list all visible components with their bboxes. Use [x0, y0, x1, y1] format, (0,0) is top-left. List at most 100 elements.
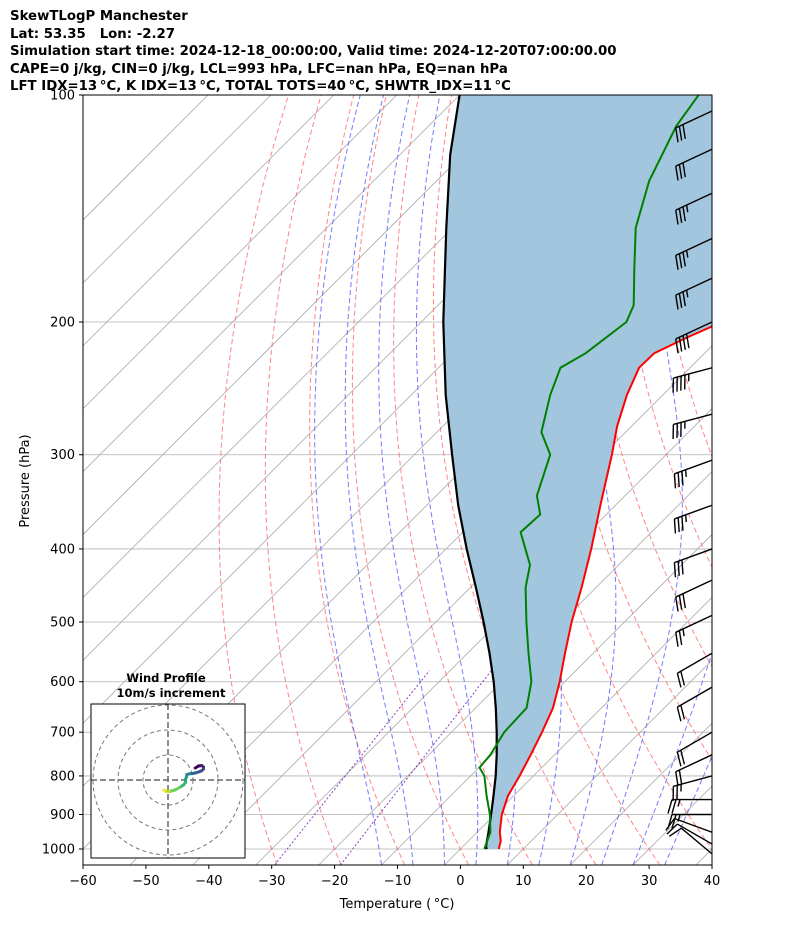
wind-barb-flag	[682, 162, 686, 178]
isotherm-line	[318, 471, 712, 865]
wind-barb-flag	[678, 253, 683, 269]
wind-barb	[667, 798, 712, 814]
wind-barb-flag	[675, 771, 679, 787]
wind-barb	[675, 277, 712, 310]
wind-barb-flag	[675, 210, 679, 225]
wind-barb-flag	[682, 251, 686, 267]
wind-barb-staff	[677, 823, 712, 845]
dry-adiabat-line	[646, 95, 712, 458]
wind-barb-flag	[677, 561, 680, 576]
wind-barb-flag	[682, 124, 686, 139]
wind-barb-staff	[677, 652, 712, 674]
dry-adiabat-line	[777, 95, 794, 865]
wind-barb	[676, 731, 712, 767]
moist-adiabat-line	[664, 755, 712, 865]
temperature-profile-line	[497, 325, 712, 850]
wind-barb-flag	[675, 338, 679, 354]
wind-barb-flag	[673, 562, 677, 578]
wind-barb-flag	[676, 673, 682, 688]
dry-adiabat-line	[745, 95, 794, 865]
wind-barb-half-flag	[682, 628, 685, 637]
x-tick-label: −60	[69, 874, 96, 889]
figure-title: SkewTLogP Manchester	[10, 9, 188, 24]
isotherm-line	[507, 659, 712, 865]
isotherm-line	[444, 596, 712, 865]
wind-barb-flag	[675, 165, 679, 181]
y-axis-label: Pressure (hPa)	[18, 434, 33, 527]
wind-barb	[675, 110, 712, 143]
y-tick-label: 1000	[42, 843, 75, 858]
wind-barb-staff	[675, 237, 712, 257]
wind-barb	[675, 614, 712, 647]
wind-barb-flag	[678, 164, 683, 179]
wind-barb-staff	[677, 731, 712, 753]
isotherm-line	[569, 722, 712, 865]
figure-header: SkewTLogP Manchester Lat: 53.35 Lon: -2.…	[10, 8, 617, 96]
wind-barb-flag	[681, 471, 684, 486]
wind-barb	[673, 504, 712, 534]
moist-adiabat-line	[314, 95, 382, 865]
y-tick-label: 100	[50, 89, 75, 104]
wind-barb-flag	[678, 337, 683, 352]
wind-barb-flag	[671, 814, 677, 829]
wind-barb	[673, 459, 712, 489]
moist-adiabat-line	[415, 95, 479, 865]
wind-barb-flag	[678, 126, 683, 141]
wind-barb-staff	[675, 614, 712, 633]
x-tick-label: −10	[384, 874, 411, 889]
wind-barb-flag	[676, 706, 682, 722]
wind-barb	[675, 579, 712, 612]
wind-barb-flag	[682, 593, 686, 609]
moist-adiabat-line	[632, 651, 712, 865]
x-tick-label: 40	[704, 874, 721, 889]
x-axis-label: Temperature ( °C)	[339, 897, 455, 912]
wind-barb-staff	[674, 817, 712, 833]
wind-barb-flag	[675, 295, 679, 310]
wind-barb-flag	[675, 596, 679, 612]
wind-barb-flag	[668, 827, 682, 837]
wind-barb-flag	[680, 750, 686, 765]
wind-barb	[666, 823, 712, 845]
wind-barb	[668, 827, 712, 855]
wind-barb-flag	[682, 206, 686, 222]
wind-barb-flag	[675, 632, 679, 647]
y-tick-label: 500	[50, 616, 75, 631]
wind-barb	[667, 813, 712, 829]
wind-barb-flag	[680, 671, 686, 686]
wind-barb	[675, 321, 712, 354]
time-line: Simulation start time: 2024-12-18_00:00:…	[10, 44, 617, 59]
dry-adiabat-line	[218, 95, 289, 865]
wind-barb-half-flag	[684, 469, 687, 478]
wind-barb-half-flag	[685, 289, 689, 298]
y-tick-label: 800	[50, 769, 75, 784]
wind-barb-flag	[673, 473, 677, 489]
x-tick-label: −30	[258, 874, 285, 889]
isotherm-line	[83, 95, 335, 347]
wind-barb-flag	[682, 291, 686, 307]
wind-barb-staff	[673, 413, 712, 426]
mixing-ratio-line	[339, 670, 492, 865]
y-tick-label: 200	[50, 315, 75, 330]
wind-barb	[672, 775, 712, 801]
wind-barb	[675, 754, 712, 787]
wind-barb	[675, 192, 712, 225]
wind-barb-flag	[677, 472, 680, 488]
wind-barb-staff	[674, 459, 712, 475]
dry-adiabat-line	[711, 95, 712, 102]
wind-barb	[676, 686, 712, 722]
wind-barb-flag	[685, 333, 690, 349]
wind-barb-flag	[666, 823, 678, 835]
cin-shading	[443, 95, 712, 849]
dry-adiabat-line	[309, 95, 406, 865]
parameters-line: CAPE=0 j/kg, CIN=0 j/kg, LCL=993 hPa, LF…	[10, 61, 508, 77]
y-tick-label: 700	[50, 726, 75, 741]
wind-barb	[675, 237, 712, 270]
wind-barb-staff	[675, 148, 712, 167]
moist-adiabat-line	[344, 95, 414, 865]
location-line: Lat: 53.35 Lon: -2.27	[10, 26, 176, 42]
wind-barb-half-flag	[685, 204, 689, 213]
wind-barb-flag	[678, 293, 683, 308]
wind-barb-flag	[667, 799, 673, 814]
dry-adiabat-line	[351, 95, 469, 865]
